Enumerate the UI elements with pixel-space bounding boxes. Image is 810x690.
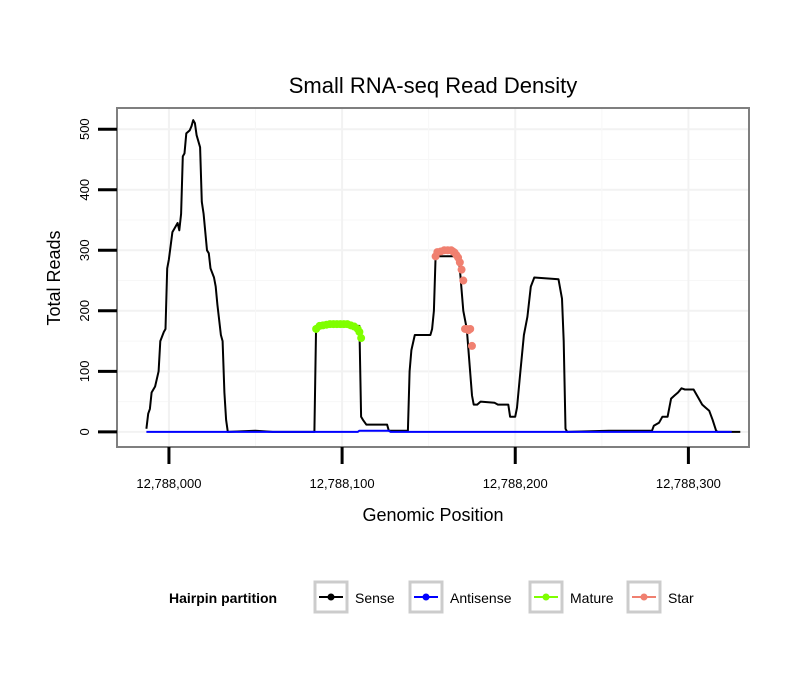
data-point-star	[466, 324, 475, 333]
x-tick-label: 12,788,200	[483, 476, 548, 491]
x-tick-label: 12,788,100	[310, 476, 375, 491]
y-tick-label: 500	[77, 118, 92, 140]
series-line-antisense	[146, 429, 732, 433]
legend-key-point	[542, 593, 550, 601]
legend-label-mature: Mature	[570, 590, 614, 606]
series-antisense	[146, 429, 732, 433]
x-tick-label: 12,788,000	[136, 476, 201, 491]
panel-border	[116, 107, 750, 448]
legend-item-antisense: Antisense	[408, 580, 512, 614]
y-tick-label: 300	[77, 239, 92, 261]
series-sense	[145, 119, 741, 433]
legend: Hairpin partition Sense Antisense Mature St…	[169, 580, 694, 614]
legend-item-star: Star	[626, 580, 694, 614]
legend-item-mature: Mature	[528, 580, 614, 614]
y-tick-label: 0	[77, 428, 92, 435]
series-line-sense	[145, 119, 741, 433]
data-point-star	[457, 265, 466, 274]
legend-item-sense: Sense	[313, 580, 395, 614]
data-point-star	[459, 276, 468, 285]
y-axis-title: Total Reads	[44, 230, 64, 325]
data-point-star	[467, 341, 476, 350]
y-tick-label: 200	[77, 300, 92, 322]
y-tick-label: 400	[77, 179, 92, 201]
legend-label-antisense: Antisense	[450, 590, 512, 606]
legend-label-sense: Sense	[355, 590, 395, 606]
legend-key-point	[640, 593, 648, 601]
chart-title: Small RNA-seq Read Density	[289, 73, 578, 98]
y-tick-label: 100	[77, 360, 92, 382]
panel-background	[117, 108, 749, 447]
data-point-mature	[357, 334, 366, 343]
series-mature	[312, 320, 366, 343]
data-point-mature	[355, 327, 364, 336]
legend-title: Hairpin partition	[169, 590, 277, 606]
series-star	[431, 246, 476, 350]
legend-key-point	[422, 593, 430, 601]
legend-key-point	[327, 593, 335, 601]
x-tick-label: 12,788,300	[656, 476, 721, 491]
plot-panel: 0 100 200 300 400 500 12,788,000 12,788,100 12,7…	[77, 107, 750, 491]
x-axis-title: Genomic Position	[362, 505, 503, 525]
data-point-star	[455, 258, 464, 267]
legend-label-star: Star	[668, 590, 694, 606]
